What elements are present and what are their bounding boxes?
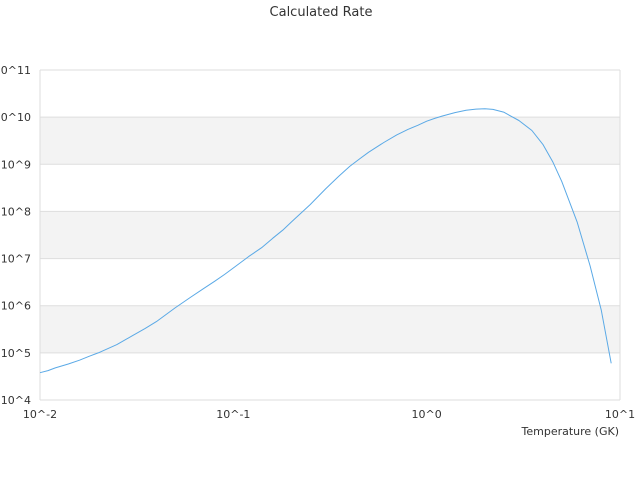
y-tick-label: 10^8 <box>1 205 31 218</box>
series-layer <box>39 108 612 374</box>
grid-band <box>40 211 620 259</box>
grid-bands <box>40 117 620 353</box>
y-tick-label: 10^9 <box>1 158 31 171</box>
y-tick-label: 10^11 <box>0 64 31 77</box>
grid-band <box>40 305 620 353</box>
x-axis-label: Temperature (GK) <box>521 425 620 438</box>
chart-title: Calculated Rate <box>270 5 373 20</box>
y-tick-label: 10^6 <box>1 300 31 313</box>
y-tick-label: 10^5 <box>1 347 31 360</box>
y-tick-label: 10^7 <box>1 253 31 266</box>
y-tick-label: 10^4 <box>1 394 31 407</box>
x-axis: 10^-2 10^-1 10^0 10^1 <box>23 408 635 421</box>
y-axis: 10^4 10^5 10^6 10^7 10^8 10^9 10^10 10^11 <box>0 64 31 407</box>
x-tick-label: 10^-2 <box>23 408 57 421</box>
gridlines <box>39 69 621 401</box>
x-tick-label: 10^0 <box>412 408 442 421</box>
series-line <box>39 108 612 374</box>
x-tick-label: 10^1 <box>605 408 635 421</box>
x-tick-label: 10^-1 <box>216 408 250 421</box>
y-tick-label: 10^10 <box>0 111 31 124</box>
grid-band <box>40 117 620 165</box>
